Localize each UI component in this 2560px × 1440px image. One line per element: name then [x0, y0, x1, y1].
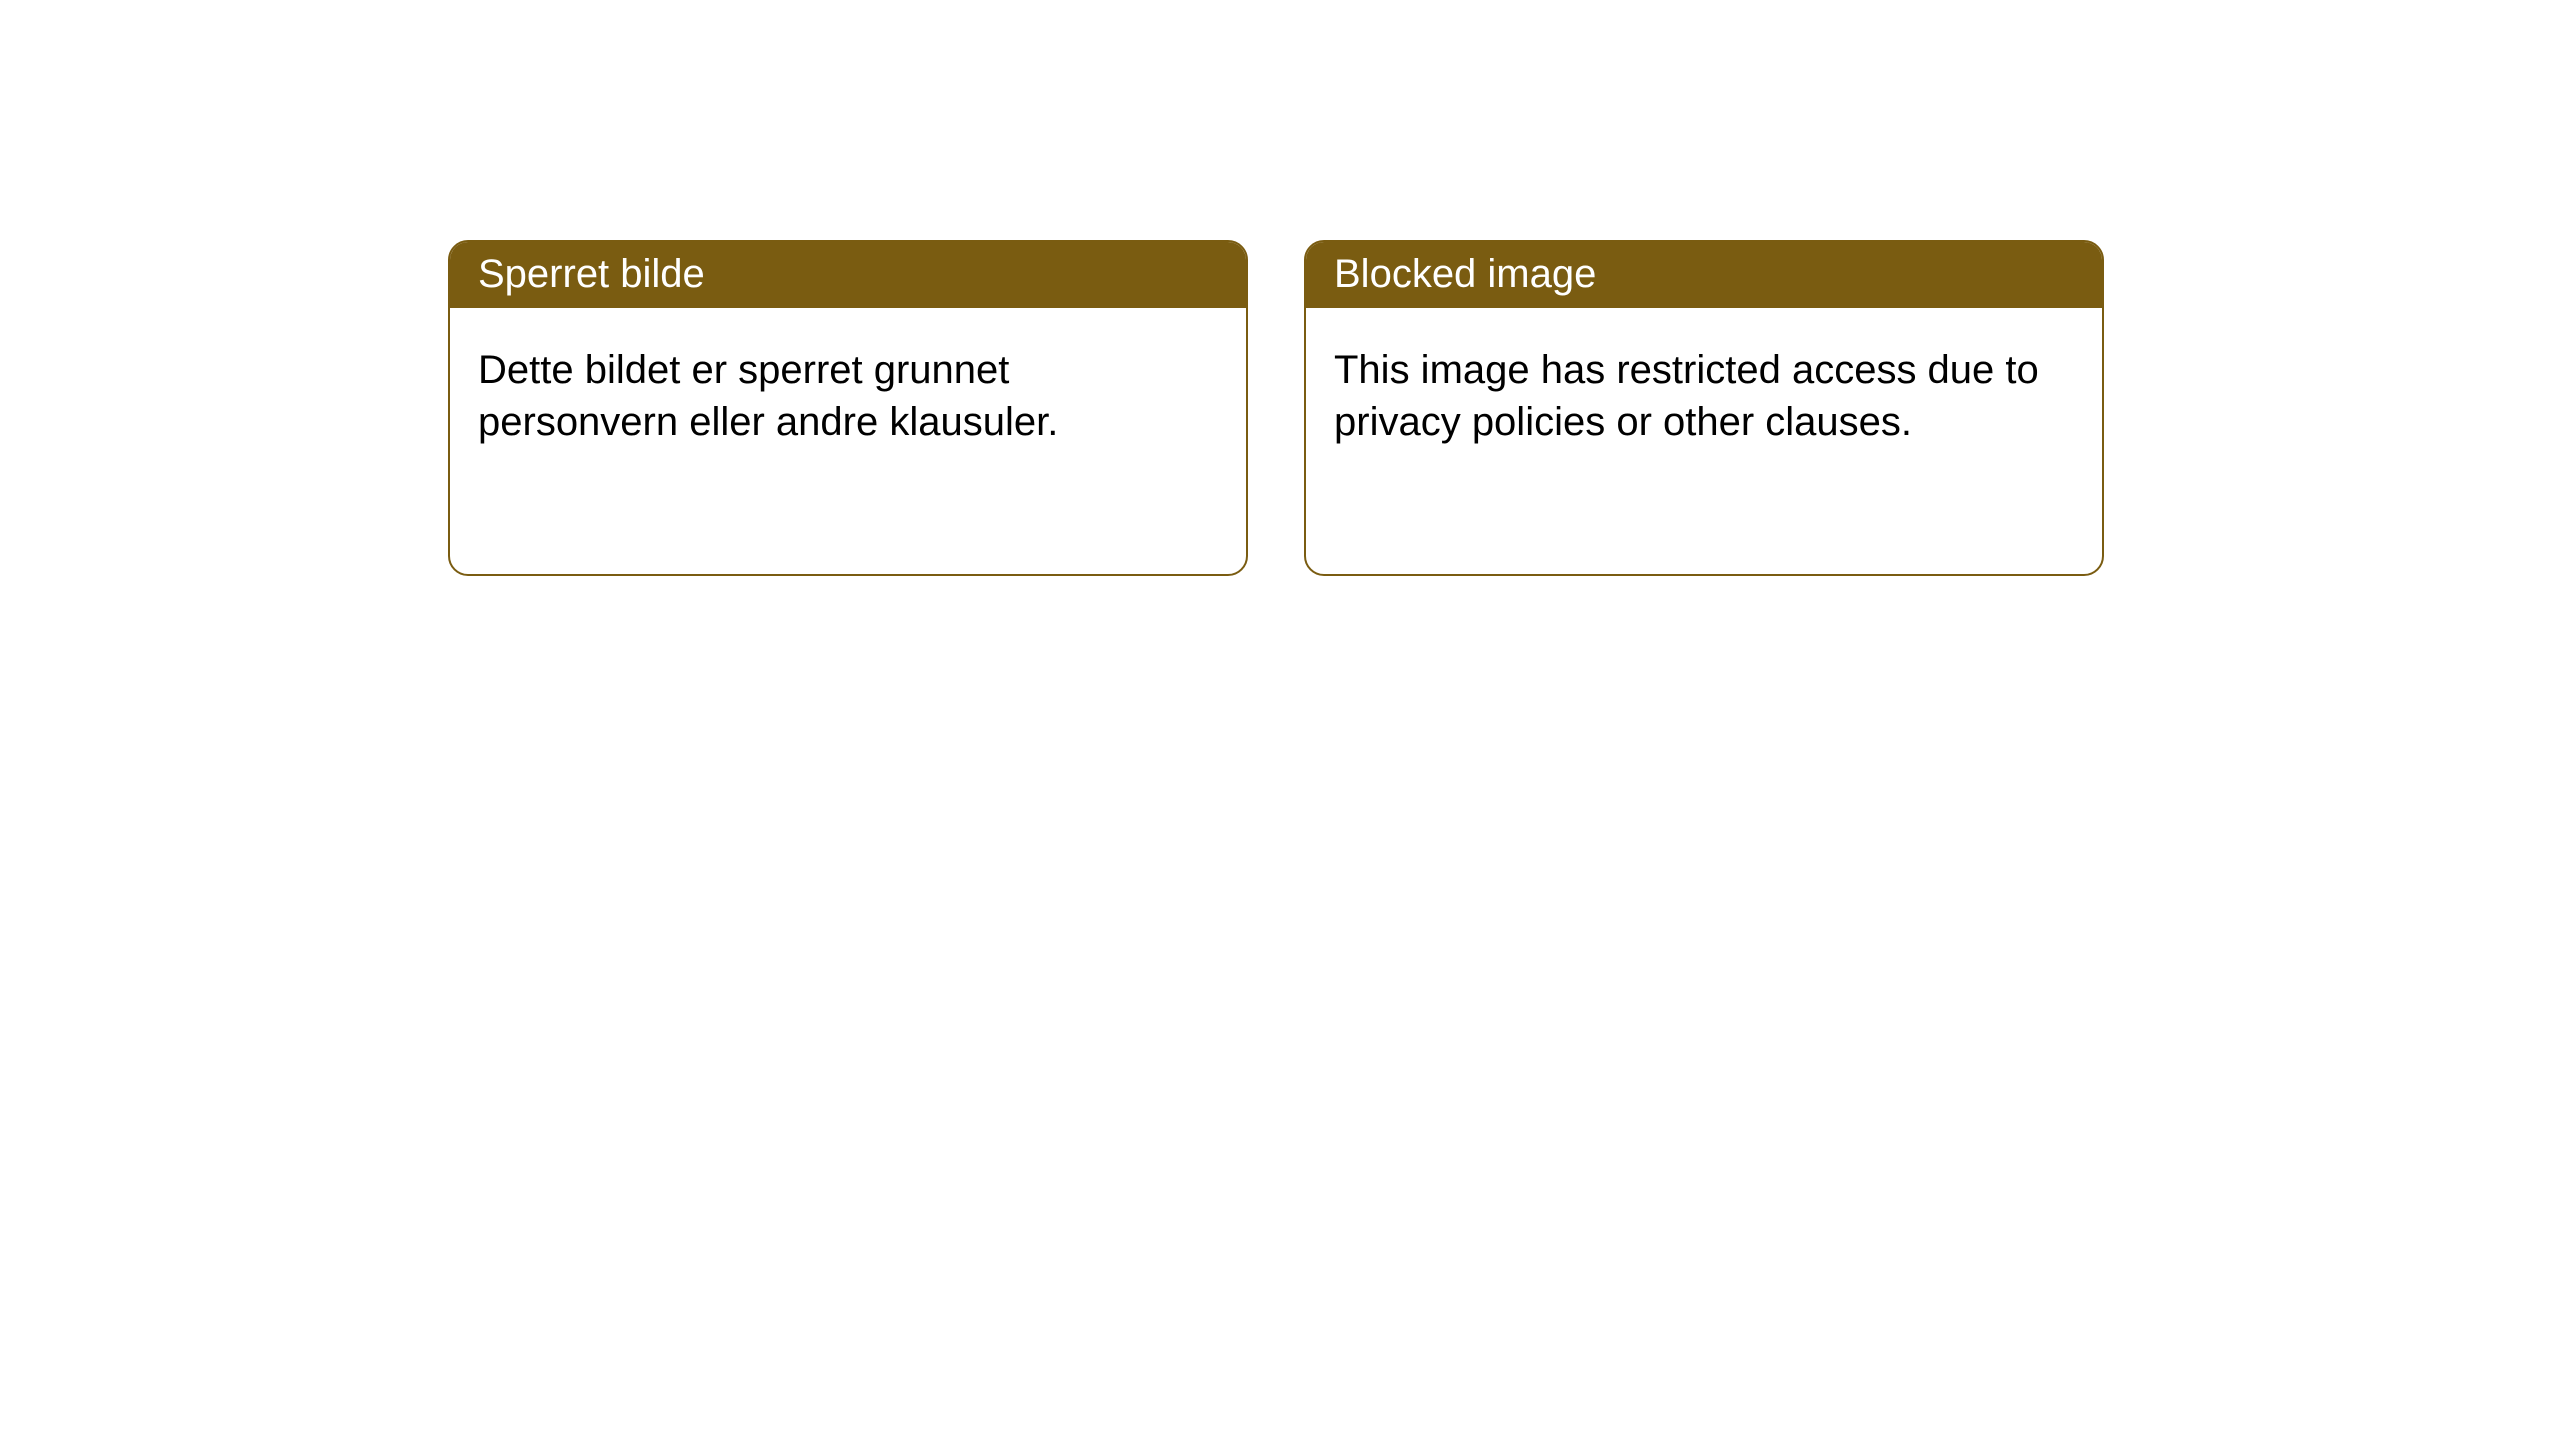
blocked-image-card-en: Blocked image This image has restricted …: [1304, 240, 2104, 576]
card-header: Blocked image: [1306, 242, 2102, 308]
card-body: This image has restricted access due to …: [1306, 308, 2102, 484]
card-header: Sperret bilde: [450, 242, 1246, 308]
card-body: Dette bildet er sperret grunnet personve…: [450, 308, 1246, 484]
blocked-image-cards: Sperret bilde Dette bildet er sperret gr…: [448, 240, 2560, 576]
blocked-image-card-no: Sperret bilde Dette bildet er sperret gr…: [448, 240, 1248, 576]
